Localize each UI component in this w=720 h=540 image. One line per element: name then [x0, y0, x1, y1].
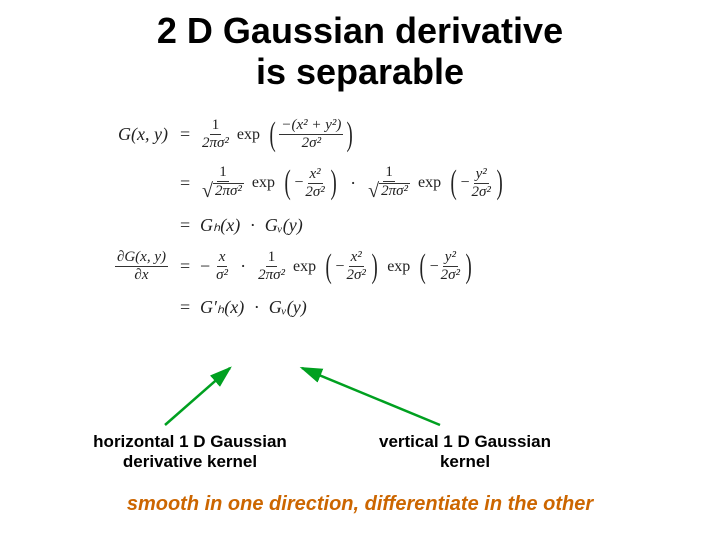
eq-sign: =: [180, 124, 200, 145]
page-title: 2 D Gaussian derivative is separable: [0, 0, 720, 93]
equation-row-1: G(x, y) = 1 2πσ² exp ( −(x² + y²) 2σ² ): [90, 118, 506, 151]
rhs-3: Gₕ(x) · Gᵥ(y): [200, 215, 303, 236]
equation-block: G(x, y) = 1 2πσ² exp ( −(x² + y²) 2σ² ) …: [90, 118, 506, 332]
label-vertical-kernel: vertical 1 D Gaussian kernel: [360, 432, 570, 473]
equation-row-4: ∂G(x, y) ∂x = − x σ² · 1 2πσ² exp ( − x²: [90, 250, 506, 283]
fraction: 1 2πσ²: [200, 118, 231, 151]
equation-row-2: = 1 √2πσ² exp ( − x² 2σ² ) · 1: [90, 165, 506, 201]
equation-row-3: = Gₕ(x) · Gᵥ(y): [90, 215, 506, 236]
rhs-2: 1 √2πσ² exp ( − x² 2σ² ) · 1 √2πσ²: [200, 165, 506, 201]
summary-text: smooth in one direction, differentiate i…: [0, 493, 720, 516]
title-line-2: is separable: [0, 51, 720, 92]
lhs-4: ∂G(x, y) ∂x: [90, 250, 180, 283]
paren-group: ( −(x² + y²) 2σ² ): [266, 118, 357, 151]
lhs-1: G(x, y): [90, 124, 180, 145]
arrow-to-ghprime: [165, 368, 230, 425]
rhs-4: − x σ² · 1 2πσ² exp ( − x² 2σ² ) exp: [200, 250, 475, 283]
rhs-1: 1 2πσ² exp ( −(x² + y²) 2σ² ): [200, 118, 357, 151]
equation-row-5: = G′ₕ(x) · Gᵥ(y): [90, 297, 506, 318]
title-line-1: 2 D Gaussian derivative: [0, 10, 720, 51]
rhs-5: G′ₕ(x) · Gᵥ(y): [200, 297, 307, 318]
exp-word: exp: [235, 126, 262, 144]
label-horizontal-kernel: horizontal 1 D Gaussian derivative kerne…: [80, 432, 300, 473]
arrow-to-gv: [302, 368, 440, 425]
